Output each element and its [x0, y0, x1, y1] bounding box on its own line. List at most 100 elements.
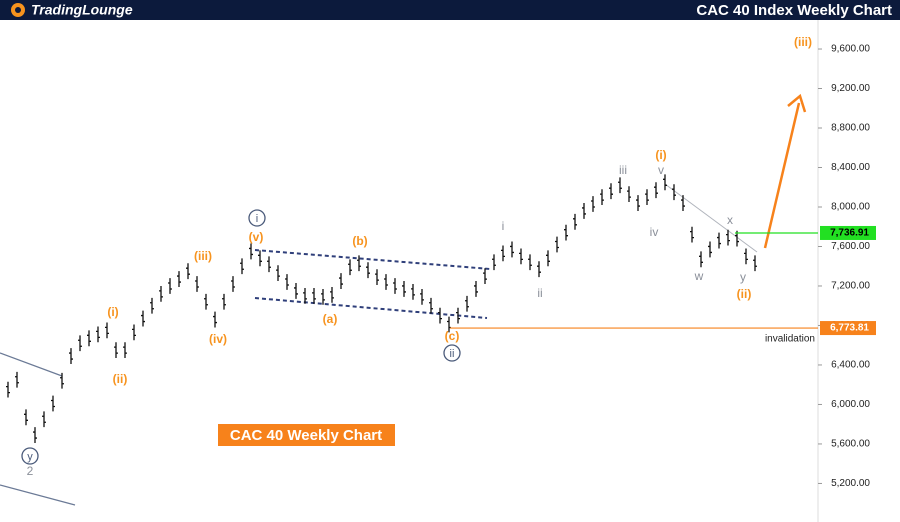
price-bar	[690, 226, 694, 243]
wave-label: 2	[27, 464, 34, 478]
price-bar	[141, 310, 145, 327]
level-label: 7,736.91	[830, 228, 869, 239]
price-bar	[339, 273, 343, 289]
channel-line	[254, 249, 491, 270]
wave-circle	[248, 209, 266, 227]
wave-label: x	[727, 213, 733, 227]
price-bar	[708, 241, 712, 258]
price-bar	[654, 182, 658, 199]
price-bar	[501, 245, 505, 262]
price-bar	[159, 285, 163, 302]
price-bar	[114, 342, 118, 359]
y-tick-label: 7,600.00	[831, 241, 870, 252]
wave-label: iii	[619, 163, 627, 177]
price-bar	[267, 256, 271, 273]
y-tick-label: 8,000.00	[831, 202, 870, 213]
price-bar	[240, 258, 244, 275]
price-bar	[438, 307, 442, 324]
price-bar	[402, 281, 406, 297]
price-bar	[78, 335, 82, 352]
price-bar	[618, 177, 622, 194]
price-bar	[528, 254, 532, 271]
price-bar	[168, 278, 172, 294]
price-bar	[591, 196, 595, 212]
price-bar	[627, 186, 631, 203]
wave-circle	[443, 344, 461, 362]
price-bar	[681, 195, 685, 211]
price-bar	[672, 184, 676, 201]
price-bar	[420, 288, 424, 305]
price-bar	[573, 213, 577, 230]
price-bar	[411, 284, 415, 300]
price-bar	[609, 183, 613, 200]
price-bar	[510, 241, 514, 258]
logo-icon-inner	[15, 7, 21, 13]
y-tick-label: 5,200.00	[831, 478, 870, 489]
projection-arrow-head	[787, 93, 807, 113]
wave-label: (ii)	[113, 372, 128, 386]
y-tick-label: 6,000.00	[831, 399, 870, 410]
level-label: 6,773.81	[830, 323, 869, 334]
subtitle: CAC 40 Weekly Chart	[230, 427, 382, 444]
wave-label: y	[27, 451, 33, 463]
price-bar	[231, 276, 235, 292]
level-label-box	[820, 321, 876, 336]
y-tick-label: 5,600.00	[831, 439, 870, 450]
wave-circle	[21, 447, 39, 465]
price-bar	[564, 224, 568, 241]
price-bar	[24, 409, 28, 426]
price-bar	[60, 372, 64, 389]
channel-line	[0, 484, 76, 506]
price-bar	[717, 232, 721, 249]
price-bar	[150, 297, 154, 314]
price-bar	[132, 324, 136, 341]
price-bar	[519, 248, 523, 265]
price-bar	[456, 307, 460, 324]
wave-label: (c)	[445, 329, 460, 343]
projection-arrow	[763, 102, 801, 249]
wave-label: (ii)	[737, 287, 752, 301]
price-bar	[276, 265, 280, 282]
price-bar	[699, 251, 703, 268]
channel-line	[0, 352, 63, 377]
price-bar	[33, 427, 37, 443]
wave-label: iv	[650, 225, 659, 239]
level-label-box	[820, 225, 876, 240]
subtitle-box	[218, 424, 395, 446]
price-bar	[465, 295, 469, 312]
price-bar	[753, 255, 757, 272]
price-bar	[69, 348, 73, 364]
price-bar	[546, 250, 550, 267]
price-bar	[249, 243, 253, 260]
price-bar	[177, 271, 181, 287]
price-bar	[645, 189, 649, 206]
price-bar	[330, 286, 334, 303]
price-bar	[123, 342, 127, 359]
y-tick-label: 8,800.00	[831, 123, 870, 134]
price-bar	[213, 311, 217, 328]
price-bar	[600, 189, 604, 206]
price-bar	[303, 287, 307, 304]
price-bar	[51, 395, 55, 412]
price-bar	[663, 174, 667, 191]
wave-label: (b)	[352, 234, 367, 248]
price-bar	[321, 288, 325, 305]
y-tick-label: 7,200.00	[831, 281, 870, 292]
wave-label: (iv)	[209, 332, 227, 346]
y-tick-label: 8,400.00	[831, 162, 870, 173]
price-bar	[744, 248, 748, 265]
wave-label: (v)	[249, 230, 264, 244]
y-tick-label: 9,600.00	[831, 44, 870, 55]
price-bar	[375, 269, 379, 285]
y-tick-label: 9,200.00	[831, 83, 870, 94]
price-bar	[393, 278, 397, 294]
price-bar	[15, 371, 19, 388]
price-bar	[483, 268, 487, 285]
price-bar	[204, 293, 208, 310]
price-bar	[312, 287, 316, 304]
price-bar	[636, 195, 640, 211]
logo: TradingLounge	[31, 2, 133, 18]
price-bar	[348, 259, 352, 276]
